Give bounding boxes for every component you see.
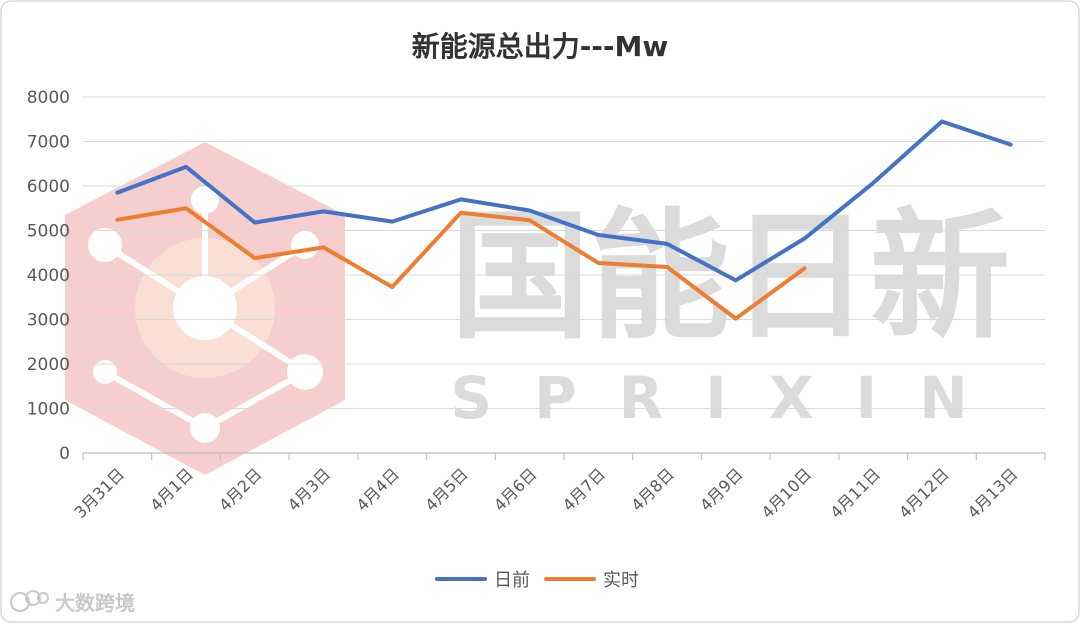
watermark-latin: SPRIXIN [450, 364, 1009, 432]
y-tick-label: 1000 [27, 400, 70, 420]
chat-bubble-logo-icon [10, 590, 49, 612]
chart-title: 新能源总出力---Mw [412, 30, 669, 63]
y-tick-label: 6000 [27, 177, 70, 197]
y-axis: 0 1000 2000 3000 4000 5000 6000 7000 8000 [27, 88, 70, 464]
y-tick-label: 4000 [27, 266, 70, 286]
y-tick-label: 8000 [27, 88, 70, 108]
y-tick-label: 5000 [27, 222, 70, 242]
y-tick-label: 3000 [27, 311, 70, 331]
y-tick-label: 2000 [27, 355, 70, 375]
footer-brand-text: 大数跨境 [55, 591, 135, 615]
footer-brand: 大数跨境 [10, 590, 135, 615]
watermark-logo-icon [65, 142, 345, 475]
legend-label-series-2: 实时 [603, 570, 639, 591]
grid-lines [83, 96, 1045, 409]
series-line-2 [115, 206, 807, 321]
series-line-1 [115, 119, 1013, 283]
y-tick-label: 7000 [27, 133, 70, 153]
y-tick-label: 0 [59, 444, 70, 464]
legend: 日前 实时 [435, 570, 639, 591]
legend-label-series-1: 日前 [494, 570, 530, 591]
series-lines [115, 119, 1013, 321]
